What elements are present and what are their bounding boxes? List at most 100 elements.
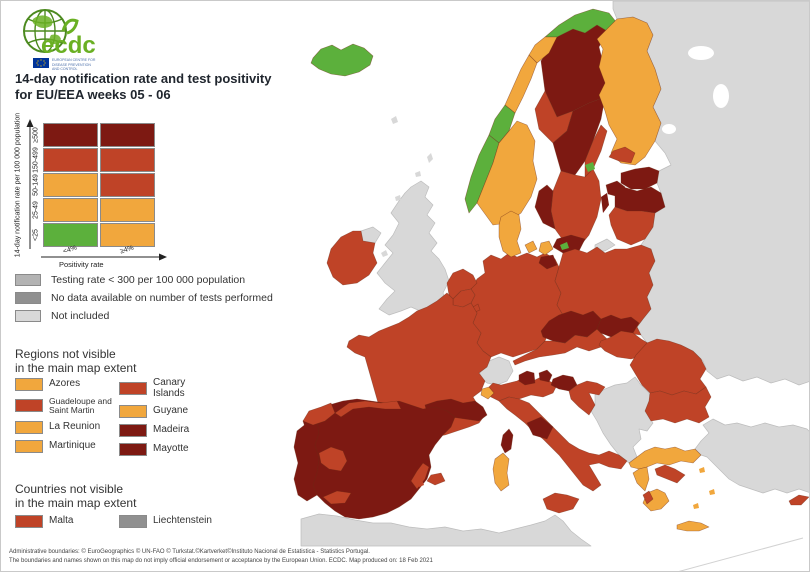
- status-label: Not included: [51, 310, 110, 322]
- countries-legend: Malta Liechtenstein: [15, 515, 285, 534]
- map-region-denmark-zealand: [538, 240, 554, 256]
- matrix-x-axis-label: Positivity rate: [59, 260, 104, 269]
- lake: [662, 124, 676, 134]
- matrix-row-label: <25: [32, 229, 40, 241]
- map-region-italy-friuli: [538, 369, 553, 383]
- map-region-northern-ireland: [360, 226, 382, 244]
- ecdc-brand-text: ecdc: [41, 32, 96, 59]
- map-region-portugal: [293, 420, 320, 502]
- region-swatch: [15, 378, 43, 391]
- map-region-aegean-island: [699, 467, 705, 473]
- countries-title-line-2: in the main map extent: [15, 496, 137, 511]
- matrix-row-label: 50-149: [32, 174, 40, 196]
- lake: [688, 46, 714, 60]
- map-region-greece-attica: [654, 464, 686, 484]
- region-swatch: [15, 420, 43, 434]
- status-legend-item: No data available on number of tests per…: [15, 292, 285, 304]
- region-swatch: [119, 405, 147, 418]
- countries-section-title: Countries not visible in the main map ex…: [15, 482, 136, 511]
- lake: [713, 84, 729, 108]
- map-region-mallorca: [426, 472, 446, 486]
- region-item: La Reunion: [15, 420, 119, 434]
- regions-column-left: Azores Guadeloupe and Saint Martin La Reun…: [15, 378, 119, 462]
- regions-section-title: Regions not visible in the main map exte…: [15, 347, 136, 376]
- region-label: Madeira: [153, 424, 190, 436]
- footer-line-1: Administrative boundaries: © EuroGeograp…: [9, 549, 370, 555]
- matrix-row-label: 150-499: [32, 147, 40, 173]
- region-swatch: [119, 382, 147, 395]
- matrix-cell-150-499-<4%: [43, 148, 98, 172]
- status-legend-item: Testing rate < 300 per 100 000 populatio…: [15, 274, 285, 286]
- map-region-finland-southwest: [608, 146, 636, 164]
- map-region-ireland: [326, 230, 378, 286]
- title-line-1: 14-day notification rate and test positi…: [15, 71, 272, 86]
- matrix-legend-grid: [43, 123, 155, 247]
- status-swatch: [15, 292, 41, 304]
- region-label: Azores: [49, 378, 81, 390]
- ecdc-logo-subtitle: EUROPEAN CENTRE FOR DISEASE PREVENTION A…: [52, 58, 96, 72]
- map-region-lithuania: [608, 206, 656, 246]
- countries-title-line-1: Countries not visible: [15, 482, 124, 496]
- map-region-spain-north: [334, 400, 402, 418]
- region-swatch: [119, 424, 147, 437]
- matrix-cell-25-49-<4%: [43, 198, 98, 222]
- ecdc-globe-icon: ecdc: [23, 9, 96, 59]
- map-region-latvia: [614, 186, 666, 214]
- matrix-cell-<25-≥4%: [100, 223, 155, 247]
- region-label: Mayotte: [153, 443, 189, 455]
- country-item: Malta: [15, 515, 119, 528]
- region-label: Canary Islands: [153, 377, 186, 399]
- countries-column-left: Malta: [15, 515, 119, 534]
- neatline-artifact: [678, 537, 804, 571]
- map-region-spain-galicia: [302, 402, 336, 426]
- matrix-cell-50-149-≥4%: [100, 173, 155, 197]
- map-region-north-africa: [300, 513, 592, 547]
- footer-line-2: The boundaries and names shown on this m…: [9, 558, 433, 565]
- map-region-shetland: [427, 153, 433, 163]
- map-region-italy-peninsula: [498, 396, 628, 492]
- country-swatch: [119, 515, 147, 528]
- matrix-cell-≥500-<4%: [43, 123, 98, 147]
- map-region-sicily: [542, 492, 580, 514]
- map-region-corsica: [500, 428, 514, 454]
- status-label: Testing rate < 300 per 100 000 populatio…: [51, 274, 246, 286]
- region-swatch: [119, 443, 147, 456]
- map-region-italy-center: [526, 416, 554, 440]
- region-item: Mayotte: [119, 443, 279, 456]
- map-region-sweden-west: [534, 184, 556, 230]
- region-item: Guadeloupe and Saint Martin: [15, 397, 119, 415]
- matrix-y-axis-label: 14-day notification rate per 100 000 pop…: [14, 112, 22, 258]
- map-region-bulgaria: [644, 386, 712, 424]
- eu-flag-icon: [33, 58, 49, 68]
- map-region-crete: [676, 520, 710, 532]
- status-swatch: [15, 274, 41, 286]
- country-swatch: [15, 515, 43, 528]
- map-region-denmark-funen: [524, 240, 538, 254]
- map-region-italy-liguria: [480, 386, 495, 400]
- regions-legend: Azores Guadeloupe and Saint Martin La Reun…: [15, 377, 285, 462]
- title-line-2: for EU/EEA weeks 05 - 06: [15, 86, 171, 102]
- map-region-west-balkans: [590, 376, 654, 464]
- regions-title-line-1: Regions not visible: [15, 347, 116, 361]
- map-region-spain-sevilla: [322, 490, 352, 505]
- map-region-spain-murcia: [410, 462, 430, 490]
- status-label: No data available on number of tests per…: [51, 292, 273, 304]
- map-region-spain-extremadura: [318, 446, 348, 472]
- map-region-bornholm: [560, 242, 569, 250]
- map-region-iceland: [310, 43, 374, 77]
- map-region-aegean-island: [693, 503, 699, 509]
- map-region-norway-nordland: [504, 54, 538, 114]
- country-label: Malta: [49, 515, 74, 527]
- matrix-cell-25-49-≥4%: [100, 198, 155, 222]
- region-item: Madeira: [119, 424, 279, 437]
- map-region-aland: [585, 162, 595, 172]
- region-item: Azores: [15, 378, 119, 391]
- map-region-germany-ne: [538, 254, 558, 270]
- matrix-row-label: 25-49: [32, 201, 40, 219]
- status-legend: Testing rate < 300 per 100 000 populatio…: [15, 274, 285, 328]
- map-region-isle-of-man: [381, 250, 388, 257]
- map-region-sweden-south: [550, 168, 602, 248]
- map-region-turkey: [694, 418, 809, 494]
- map-region-estonia: [620, 166, 660, 190]
